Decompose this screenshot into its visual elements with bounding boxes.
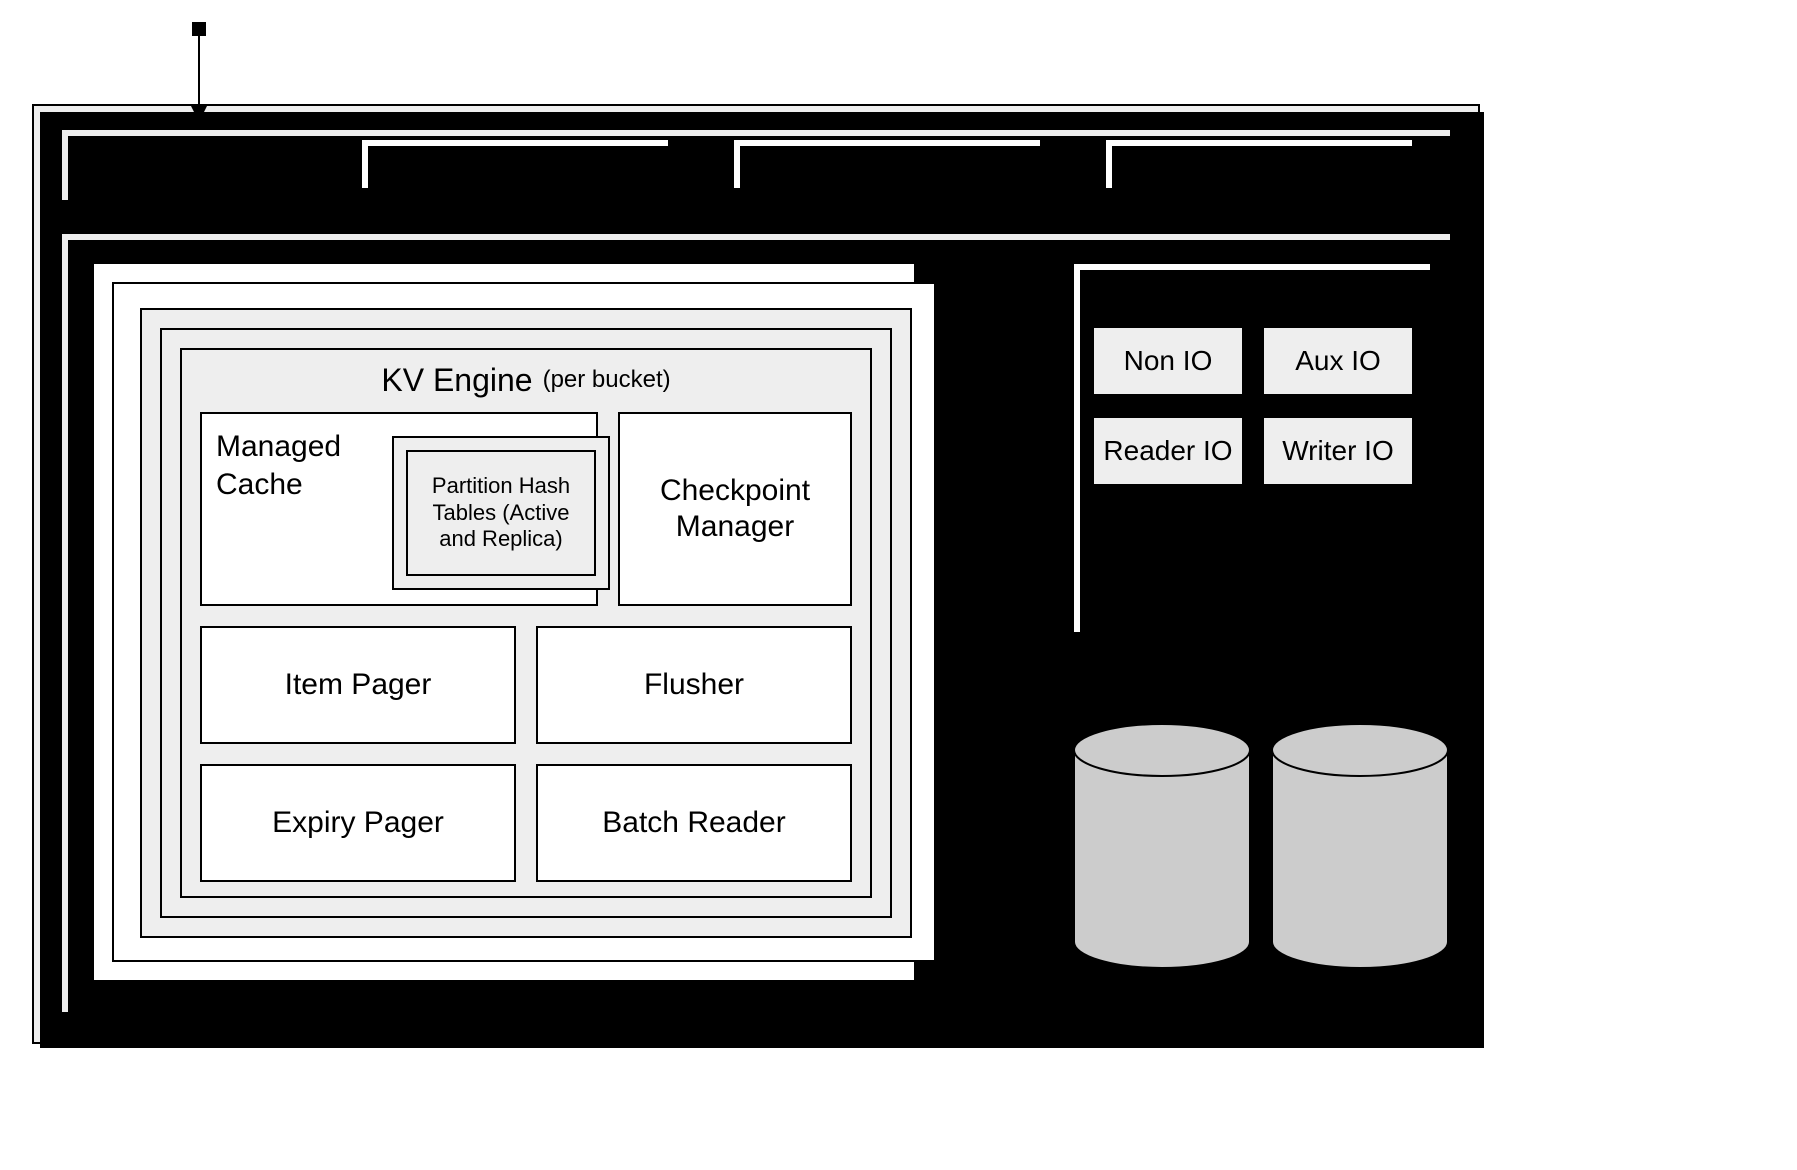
storage-cylinder-1 (1070, 720, 1254, 972)
scheduler-item-writer-io: Writer IO (1262, 416, 1414, 486)
entry-arrow (180, 18, 220, 128)
expiry-pager-box: Expiry Pager (200, 764, 516, 882)
scheduler-item-reader-io: Reader IO (1092, 416, 1244, 486)
item-pager-box: Item Pager (200, 626, 516, 744)
scheduler-item-aux-io: Aux IO (1262, 326, 1414, 396)
dispatcher-item-dcp-streaming: DCP Streaming (732, 138, 1042, 190)
storage-cylinder-2 (1268, 720, 1452, 972)
dispatcher-label: Dispatcher (78, 130, 338, 200)
scheduler-title: Scheduler (1074, 274, 1430, 318)
managed-cache-label: Managed Cache (216, 428, 386, 503)
scheduler-item-non-io: Non IO (1092, 326, 1244, 396)
kv-engine-title: KV Engine (381, 362, 532, 399)
batch-reader-box: Batch Reader (536, 764, 852, 882)
partition-hash-front: Partition Hash Tables (Active and Replic… (406, 450, 596, 576)
dispatcher-item-authentication: Authentication (1104, 138, 1414, 190)
dispatcher-item-request-response: Request/Response (360, 138, 670, 190)
flusher-box: Flusher (536, 626, 852, 744)
checkpoint-manager-box: Checkpoint Manager (618, 412, 852, 606)
kv-engine-subtitle: (per bucket) (543, 366, 671, 394)
kv-engine-title-row: KV Engine (per bucket) (180, 356, 872, 404)
diagram-canvas: Dispatcher Request/Response DCP Streamin… (0, 0, 1797, 1170)
scheduler-lower-region (1092, 506, 1414, 614)
